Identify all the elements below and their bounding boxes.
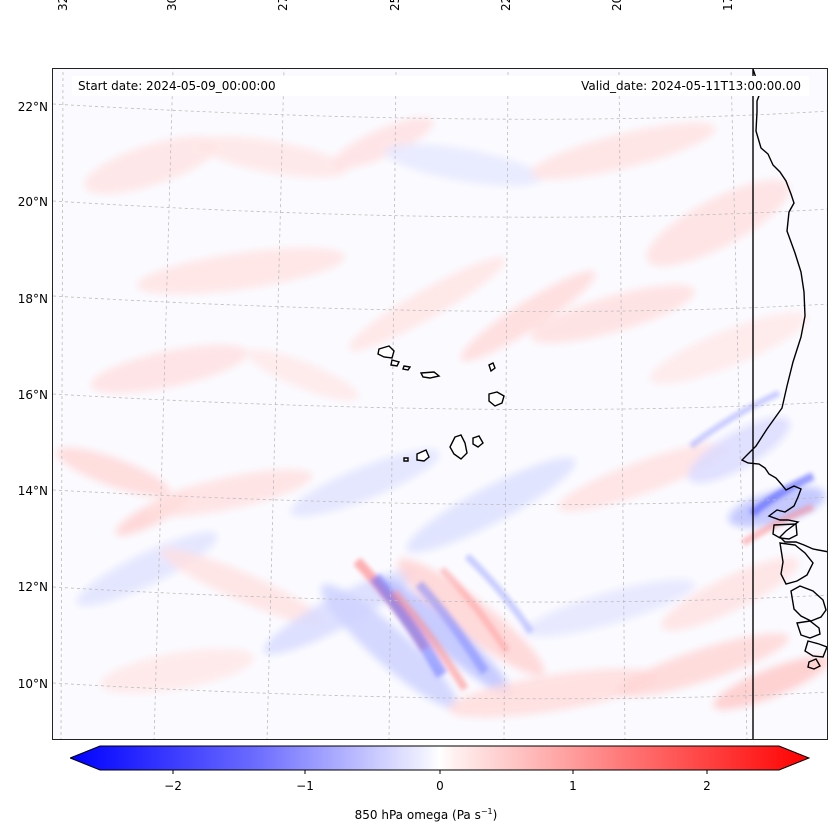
small-coastal-island (807, 658, 821, 670)
latitude-label-10n: 10°N (17, 677, 48, 691)
colorbar-label-minus-1: −1 (296, 779, 314, 793)
longitude-label-32-5w: 32.5°W (55, 0, 71, 11)
colorbar-gradient (70, 745, 810, 771)
longitude-label-30w: 30°W (164, 0, 180, 11)
longitude-label-17-5w: 17.5°W (720, 0, 736, 11)
longitude-label-27-5w: 27.5°W (275, 0, 291, 11)
map-frame (52, 68, 828, 740)
longitude-label-20w: 20°W (609, 0, 625, 11)
gambia-river-coast (772, 523, 798, 540)
maio-island (472, 435, 484, 448)
guinea-coast-fragment (804, 640, 827, 658)
omega-field-map (53, 69, 827, 739)
colorbar-label-2: 2 (703, 779, 711, 793)
sal-island (488, 362, 496, 373)
bijagos-island-group (796, 620, 821, 639)
colorbar-ticks (172, 770, 708, 774)
omega-field-pattern (56, 117, 827, 718)
coastline-and-islands (377, 69, 827, 739)
santa-luzia-island (402, 365, 412, 371)
brava-island (403, 457, 409, 462)
latitude-label-16n: 16°N (17, 388, 48, 402)
bijagos-archipelago (790, 585, 827, 622)
start-date-label: Start date: 2024-05-09_00:00:00 (78, 79, 276, 93)
latitude-label-18n: 18°N (17, 292, 48, 306)
colorbar-label-1: 1 (569, 779, 577, 793)
colorbar-title: 850 hPa omega (Pa s−1) (296, 807, 556, 823)
omega-colorbar (70, 745, 810, 774)
colorbar-label-zero: 0 (436, 779, 444, 793)
omega-strong-bands (353, 390, 815, 692)
date-header-strip: Start date: 2024-05-09_00:00:00 Valid_da… (72, 76, 809, 96)
latitude-label-14n: 14°N (17, 484, 48, 498)
santiago-island (449, 434, 468, 460)
latitude-label-20n: 20°N (17, 195, 48, 209)
longitude-label-22-5w: 22.5°W (498, 0, 514, 11)
latitude-label-22n: 22°N (17, 100, 48, 114)
santo-antao-island (377, 345, 395, 359)
valid-date-label: Valid_date: 2024-05-11T13:00:00.00 (581, 79, 801, 93)
longitude-label-25w: 25°W (387, 0, 403, 11)
colorbar-unit-superscript: −1 (480, 807, 493, 816)
graticule-grid (53, 69, 827, 739)
colorbar-title-text: 850 hPa omega (Pa s (354, 808, 481, 822)
sao-nicolau-island (419, 371, 441, 379)
fogo-island (416, 449, 430, 462)
west-africa-coastline (740, 69, 827, 739)
guinea-bissau-coast (779, 542, 814, 585)
colorbar-label-minus-2: −2 (164, 779, 182, 793)
boa-vista-island (488, 391, 505, 407)
latitude-label-12n: 12°N (17, 580, 48, 594)
sao-vicente-island (390, 359, 401, 367)
colorbar-title-close: ) (492, 808, 498, 822)
